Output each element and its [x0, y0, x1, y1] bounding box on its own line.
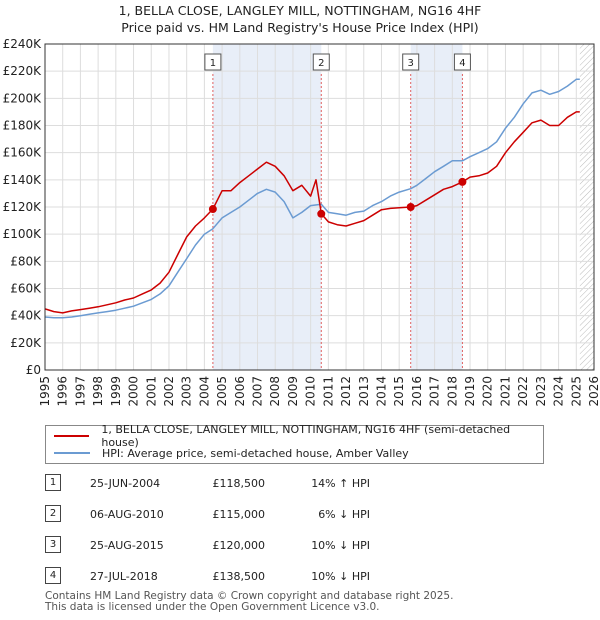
price-chart: 1 2 3 4 £0 £20K £40K £60K £80K £100K £120K £140K £16… — [3, 37, 600, 407]
sale-date: 27-JUL-2018 — [90, 570, 158, 583]
y-tick-label: £60K — [10, 282, 42, 296]
hpi-line — [44, 78, 580, 319]
x-tick-label: 2025 — [569, 376, 583, 407]
y-tick-label: £0 — [26, 363, 41, 377]
x-tick-label: 2018 — [445, 376, 459, 407]
sale-price: £115,000 — [212, 508, 266, 521]
footer: Contains HM Land Registry data © Crown c… — [45, 591, 453, 613]
x-tick-label: 2011 — [321, 376, 335, 407]
sale-label-text: 2 — [318, 58, 324, 69]
sale-point — [458, 177, 467, 186]
y-tick-label: £20K — [10, 336, 42, 350]
table-row: 3 25-AUG-2015 £120,000 10% ↓ HPI — [0, 535, 600, 555]
x-tick-label: 2023 — [534, 376, 548, 407]
legend-label-hpi: HPI: Average price, semi-detached house,… — [102, 446, 409, 460]
footer-licence: This data is licensed under the Open Gov… — [45, 601, 380, 613]
x-tick-label: 2003 — [180, 376, 194, 407]
y-tick-label: £180K — [3, 119, 43, 133]
x-tick-label: 2014 — [374, 376, 388, 407]
sale-label-text: 1 — [210, 58, 216, 69]
y-tick-label: £80K — [10, 254, 42, 268]
legend-entry-hpi: HPI: Average price, semi-detached house,… — [54, 445, 409, 461]
sale-point — [317, 209, 326, 218]
legend-entry-property: 1, BELLA CLOSE, LANGLEY MILL, NOTTINGHAM… — [54, 423, 543, 449]
legend-swatch-hpi — [54, 452, 90, 454]
x-tick-label: 2005 — [215, 376, 229, 407]
x-tick-label: 2009 — [286, 376, 300, 407]
sale-hpi-diff: 10% ↓ HPI — [311, 539, 370, 552]
title-line-1: 1, BELLA CLOSE, LANGLEY MILL, NOTTINGHAM… — [118, 3, 482, 18]
x-tick-label: 2012 — [339, 376, 353, 407]
sale-label-box — [204, 53, 222, 71]
sale-label-box — [453, 53, 471, 71]
x-tick-label: 2024 — [552, 376, 566, 407]
x-tick-label: 2001 — [144, 376, 158, 407]
x-tick-label: 1997 — [73, 376, 87, 407]
y-tick-label: £100K — [3, 227, 43, 241]
y-tick-label: £40K — [10, 309, 42, 323]
x-tick-label: 1998 — [91, 376, 105, 407]
x-tick-label: 2021 — [498, 376, 512, 407]
sale-price: £138,500 — [212, 570, 266, 583]
x-tick-label: 2013 — [357, 376, 371, 407]
legend-label-property: 1, BELLA CLOSE, LANGLEY MILL, NOTTINGHAM… — [101, 423, 511, 449]
x-tick-label: 2017 — [428, 376, 442, 407]
x-tick-label: 2000 — [127, 376, 141, 407]
legend-swatch-property — [54, 435, 90, 437]
sale-hpi-diff: 10% ↓ HPI — [311, 570, 370, 583]
y-tick-label: £140K — [3, 173, 43, 187]
y-tick-label: £120K — [3, 200, 43, 214]
chart-title: 1, BELLA CLOSE, LANGLEY MILL, NOTTINGHAM… — [0, 2, 600, 36]
plot-frame — [44, 43, 595, 371]
y-tick-label: £220K — [3, 64, 43, 78]
y-tick-label: £240K — [3, 37, 43, 51]
x-tick-label: 2010 — [304, 376, 318, 407]
table-row: 1 25-JUN-2004 £118,500 14% ↑ HPI — [0, 473, 600, 493]
x-tick-label: 2007 — [251, 376, 265, 407]
x-tick-label: 2020 — [481, 376, 495, 407]
sale-number: 2 — [45, 505, 61, 522]
table-row: 2 06-AUG-2010 £115,000 6% ↓ HPI — [0, 504, 600, 524]
sale-label-box — [312, 53, 330, 71]
x-tick-label: 2019 — [463, 376, 477, 407]
x-tick-label: 2026 — [587, 376, 600, 407]
x-tick-label: 1996 — [56, 376, 70, 407]
legend: 1, BELLA CLOSE, LANGLEY MILL, NOTTINGHAM… — [45, 423, 544, 464]
sale-hpi-diff: 14% ↑ HPI — [311, 477, 370, 490]
sale-hpi-diff: 6% ↓ HPI — [318, 508, 370, 521]
sale-price: £118,500 — [212, 477, 266, 490]
sale-number: 4 — [45, 567, 61, 584]
sale-label-box — [402, 53, 420, 71]
x-tick-label: 2015 — [392, 376, 406, 407]
sale-label-text: 3 — [408, 58, 414, 69]
title-line-2: Price paid vs. HM Land Registry's House … — [121, 20, 479, 35]
x-tick-label: 2004 — [197, 376, 211, 407]
x-tick-label: 2002 — [162, 376, 176, 407]
table-row: 4 27-JUL-2018 £138,500 10% ↓ HPI — [0, 566, 600, 586]
y-tick-label: £200K — [3, 91, 43, 105]
sale-number: 3 — [45, 536, 61, 553]
sale-price: £120,000 — [212, 539, 266, 552]
sale-point — [208, 205, 217, 214]
footer-copyright: Contains HM Land Registry data © Crown c… — [45, 590, 454, 602]
sale-date: 25-AUG-2015 — [90, 539, 164, 552]
x-tick-label: 1999 — [109, 376, 123, 407]
x-tick-label: 2008 — [268, 376, 282, 407]
sale-point — [406, 203, 415, 211]
sale-number: 1 — [45, 474, 61, 491]
x-tick-label: 2006 — [233, 376, 247, 407]
x-tick-label: 2016 — [410, 376, 424, 407]
property-price-line — [44, 111, 580, 314]
sale-label-text: 4 — [459, 58, 465, 69]
sale-date: 06-AUG-2010 — [90, 508, 164, 521]
x-tick-label: 2022 — [516, 376, 530, 407]
y-tick-label: £160K — [3, 146, 43, 160]
x-tick-label: 1995 — [38, 376, 52, 407]
sale-date: 25-JUN-2004 — [90, 477, 161, 490]
